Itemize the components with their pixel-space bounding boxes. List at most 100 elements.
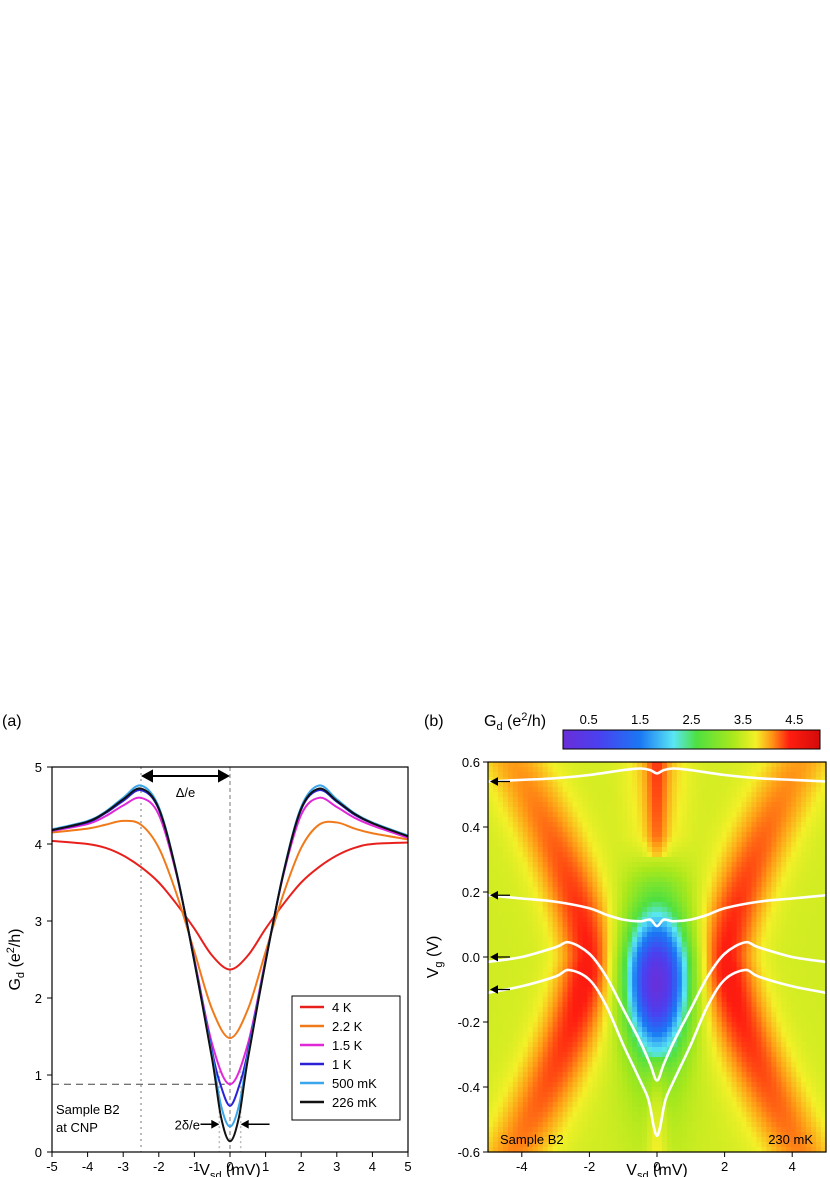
heatmap-cell <box>632 1117 638 1123</box>
heatmap-cell <box>657 972 663 978</box>
heatmap-cell <box>582 887 589 893</box>
heatmap-cell <box>686 927 693 933</box>
heatmap-cell <box>771 1097 777 1103</box>
heatmap-cell <box>492 847 499 853</box>
heatmap-cell <box>791 817 797 823</box>
heatmap-cell <box>731 877 738 883</box>
heatmap-cell <box>657 987 663 993</box>
heatmap-cell <box>801 897 807 903</box>
heatmap-cell <box>741 1117 748 1123</box>
heatmap-cell <box>507 907 514 913</box>
heatmap-cell <box>602 847 608 853</box>
heatmap-cell <box>816 827 822 833</box>
heatmap-cell <box>746 762 753 768</box>
heatmap-cell <box>652 777 658 783</box>
heatmap-cell <box>597 1067 603 1073</box>
heatmap-cell <box>522 937 529 943</box>
heatmap-cell <box>652 872 658 878</box>
heatmap-cell <box>716 872 723 878</box>
heatmap-cell <box>502 1047 509 1053</box>
heatmap-cell <box>597 1007 603 1013</box>
heatmap-cell <box>537 842 544 848</box>
heatmap-cell <box>696 837 703 843</box>
heatmap-cell <box>811 832 817 838</box>
heatmap-cell <box>622 1057 628 1063</box>
heatmap-cell <box>691 1067 698 1073</box>
heatmap-cell <box>786 912 792 918</box>
heatmap-cell <box>567 847 574 853</box>
heatmap-cell <box>726 927 733 933</box>
heatmap-cell <box>821 1097 827 1103</box>
heatmap-cell <box>517 1042 524 1048</box>
heatmap-cell <box>821 1017 827 1023</box>
heatmap-cell <box>492 1042 499 1048</box>
heatmap-cell <box>766 837 772 843</box>
heatmap-cell <box>741 897 748 903</box>
heatmap-cell <box>691 807 698 813</box>
heatmap-cell <box>512 837 519 843</box>
heatmap-cell <box>731 942 738 948</box>
heatmap-cell <box>661 1012 668 1018</box>
heatmap-cell <box>642 877 648 883</box>
heatmap-cell <box>801 767 807 773</box>
heatmap-cell <box>552 957 559 963</box>
heatmap-cell <box>632 927 638 933</box>
heatmap-cell <box>731 827 738 833</box>
heatmap-cell <box>731 797 738 803</box>
heatmap-cell <box>711 822 718 828</box>
heatmap-cell <box>657 862 663 868</box>
heatmap-cell <box>691 777 698 783</box>
heatmap-cell <box>676 842 683 848</box>
heatmap-cell <box>771 1037 777 1043</box>
x-tick-label: 4 <box>369 1159 376 1174</box>
heatmap-cell <box>751 932 758 938</box>
heatmap-cell <box>661 1072 668 1078</box>
heatmap-cell <box>488 792 494 798</box>
heatmap-cell <box>577 842 584 848</box>
heatmap-cell <box>691 887 698 893</box>
heatmap-cell <box>791 1012 797 1018</box>
heatmap-cell <box>562 1027 569 1033</box>
heatmap-cell <box>632 1062 638 1068</box>
heatmap-cell <box>761 792 767 798</box>
heatmap-cell <box>617 972 623 978</box>
heatmap-cell <box>791 887 797 893</box>
heatmap-cell <box>512 1027 519 1033</box>
heatmap-cell <box>716 1012 723 1018</box>
heatmap-cell <box>632 902 638 908</box>
heatmap-cell <box>627 842 633 848</box>
heatmap-cell <box>647 1017 653 1023</box>
heatmap-cell <box>647 1087 653 1093</box>
heatmap-cell <box>647 977 653 983</box>
heatmap-cell <box>572 897 579 903</box>
heatmap-cell <box>776 942 782 948</box>
heatmap-cell <box>716 1062 723 1068</box>
heatmap-cell <box>761 787 767 793</box>
heatmap-cell <box>647 892 653 898</box>
heatmap-cell <box>632 997 638 1003</box>
heatmap-cell <box>791 867 797 873</box>
heatmap-cell <box>776 1082 782 1088</box>
heatmap-cell <box>577 827 584 833</box>
heatmap-cell <box>572 827 579 833</box>
heatmap-cell <box>786 957 792 963</box>
heatmap-cell <box>522 1032 529 1038</box>
heatmap-cell <box>617 1117 623 1123</box>
heatmap-cell <box>756 777 762 783</box>
heatmap-cell <box>547 797 554 803</box>
heatmap-cell <box>791 842 797 848</box>
heatmap-cell <box>796 902 802 908</box>
heatmap-cell <box>681 852 688 858</box>
heatmap-cell <box>761 1017 767 1023</box>
heatmap-cell <box>607 967 613 973</box>
heatmap-cell <box>711 937 718 943</box>
heatmap-cell <box>602 982 608 988</box>
heatmap-cell <box>731 917 738 923</box>
heatmap-cell <box>666 787 673 793</box>
heatmap-cell <box>488 977 494 983</box>
heatmap-cell <box>527 847 534 853</box>
heatmap-cell <box>557 892 564 898</box>
heatmap-cell <box>527 877 534 883</box>
heatmap-cell <box>711 867 718 873</box>
